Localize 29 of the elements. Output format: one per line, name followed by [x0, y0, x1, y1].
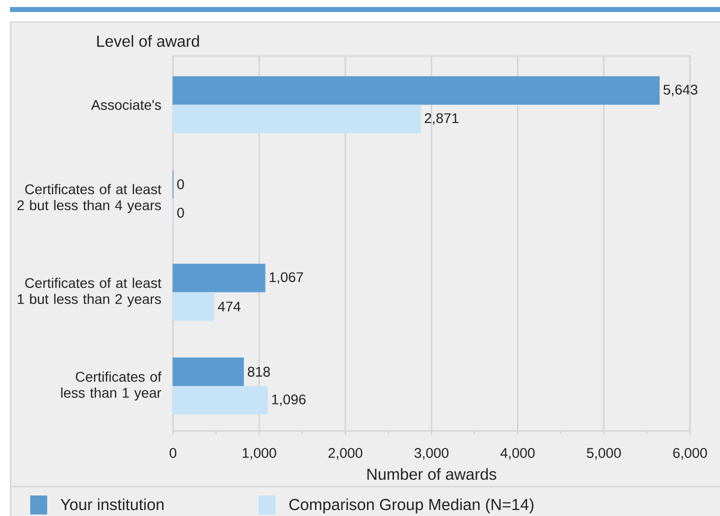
- bar: [172, 386, 268, 415]
- bar: [172, 76, 660, 105]
- x-tick-label: 2,000: [328, 448, 362, 460]
- bar: [172, 358, 244, 386]
- data-label: 818: [248, 366, 270, 377]
- data-label: 0: [177, 208, 184, 218]
- x-tick-label: 0: [170, 448, 176, 458]
- data-label: 1,096: [272, 394, 306, 406]
- x-axis-title: Number of awards: [367, 468, 496, 480]
- bar: [172, 264, 266, 292]
- legend-label: Your institution: [60, 498, 164, 510]
- y-tick-label: Certificates of at least 2 but less than 4 years: [17, 184, 162, 214]
- y-tick-label: Certificates of at least 1 but less than 2 years: [18, 278, 162, 307]
- y-tick-label: Associate's: [91, 100, 161, 110]
- y-tick-label: Certificates of less than 1 year: [61, 371, 162, 401]
- x-tick-label: 3,000: [414, 448, 448, 460]
- legend-label: Comparison Group Median (N=14): [289, 498, 534, 514]
- data-label: 1,067: [270, 272, 303, 284]
- data-label: 474: [218, 302, 241, 312]
- y-axis-title: Level of award: [97, 35, 199, 47]
- bar: [172, 292, 214, 321]
- data-label: 0: [177, 179, 184, 190]
- x-tick-label: 6,000: [673, 448, 707, 460]
- x-tick-label: 5,000: [586, 448, 621, 460]
- bar: [172, 104, 421, 134]
- data-label: 2,871: [424, 113, 458, 125]
- x-tick-label: 4,000: [500, 448, 535, 460]
- x-tick-label: 1,000: [242, 448, 276, 460]
- data-label: 5,643: [664, 84, 698, 96]
